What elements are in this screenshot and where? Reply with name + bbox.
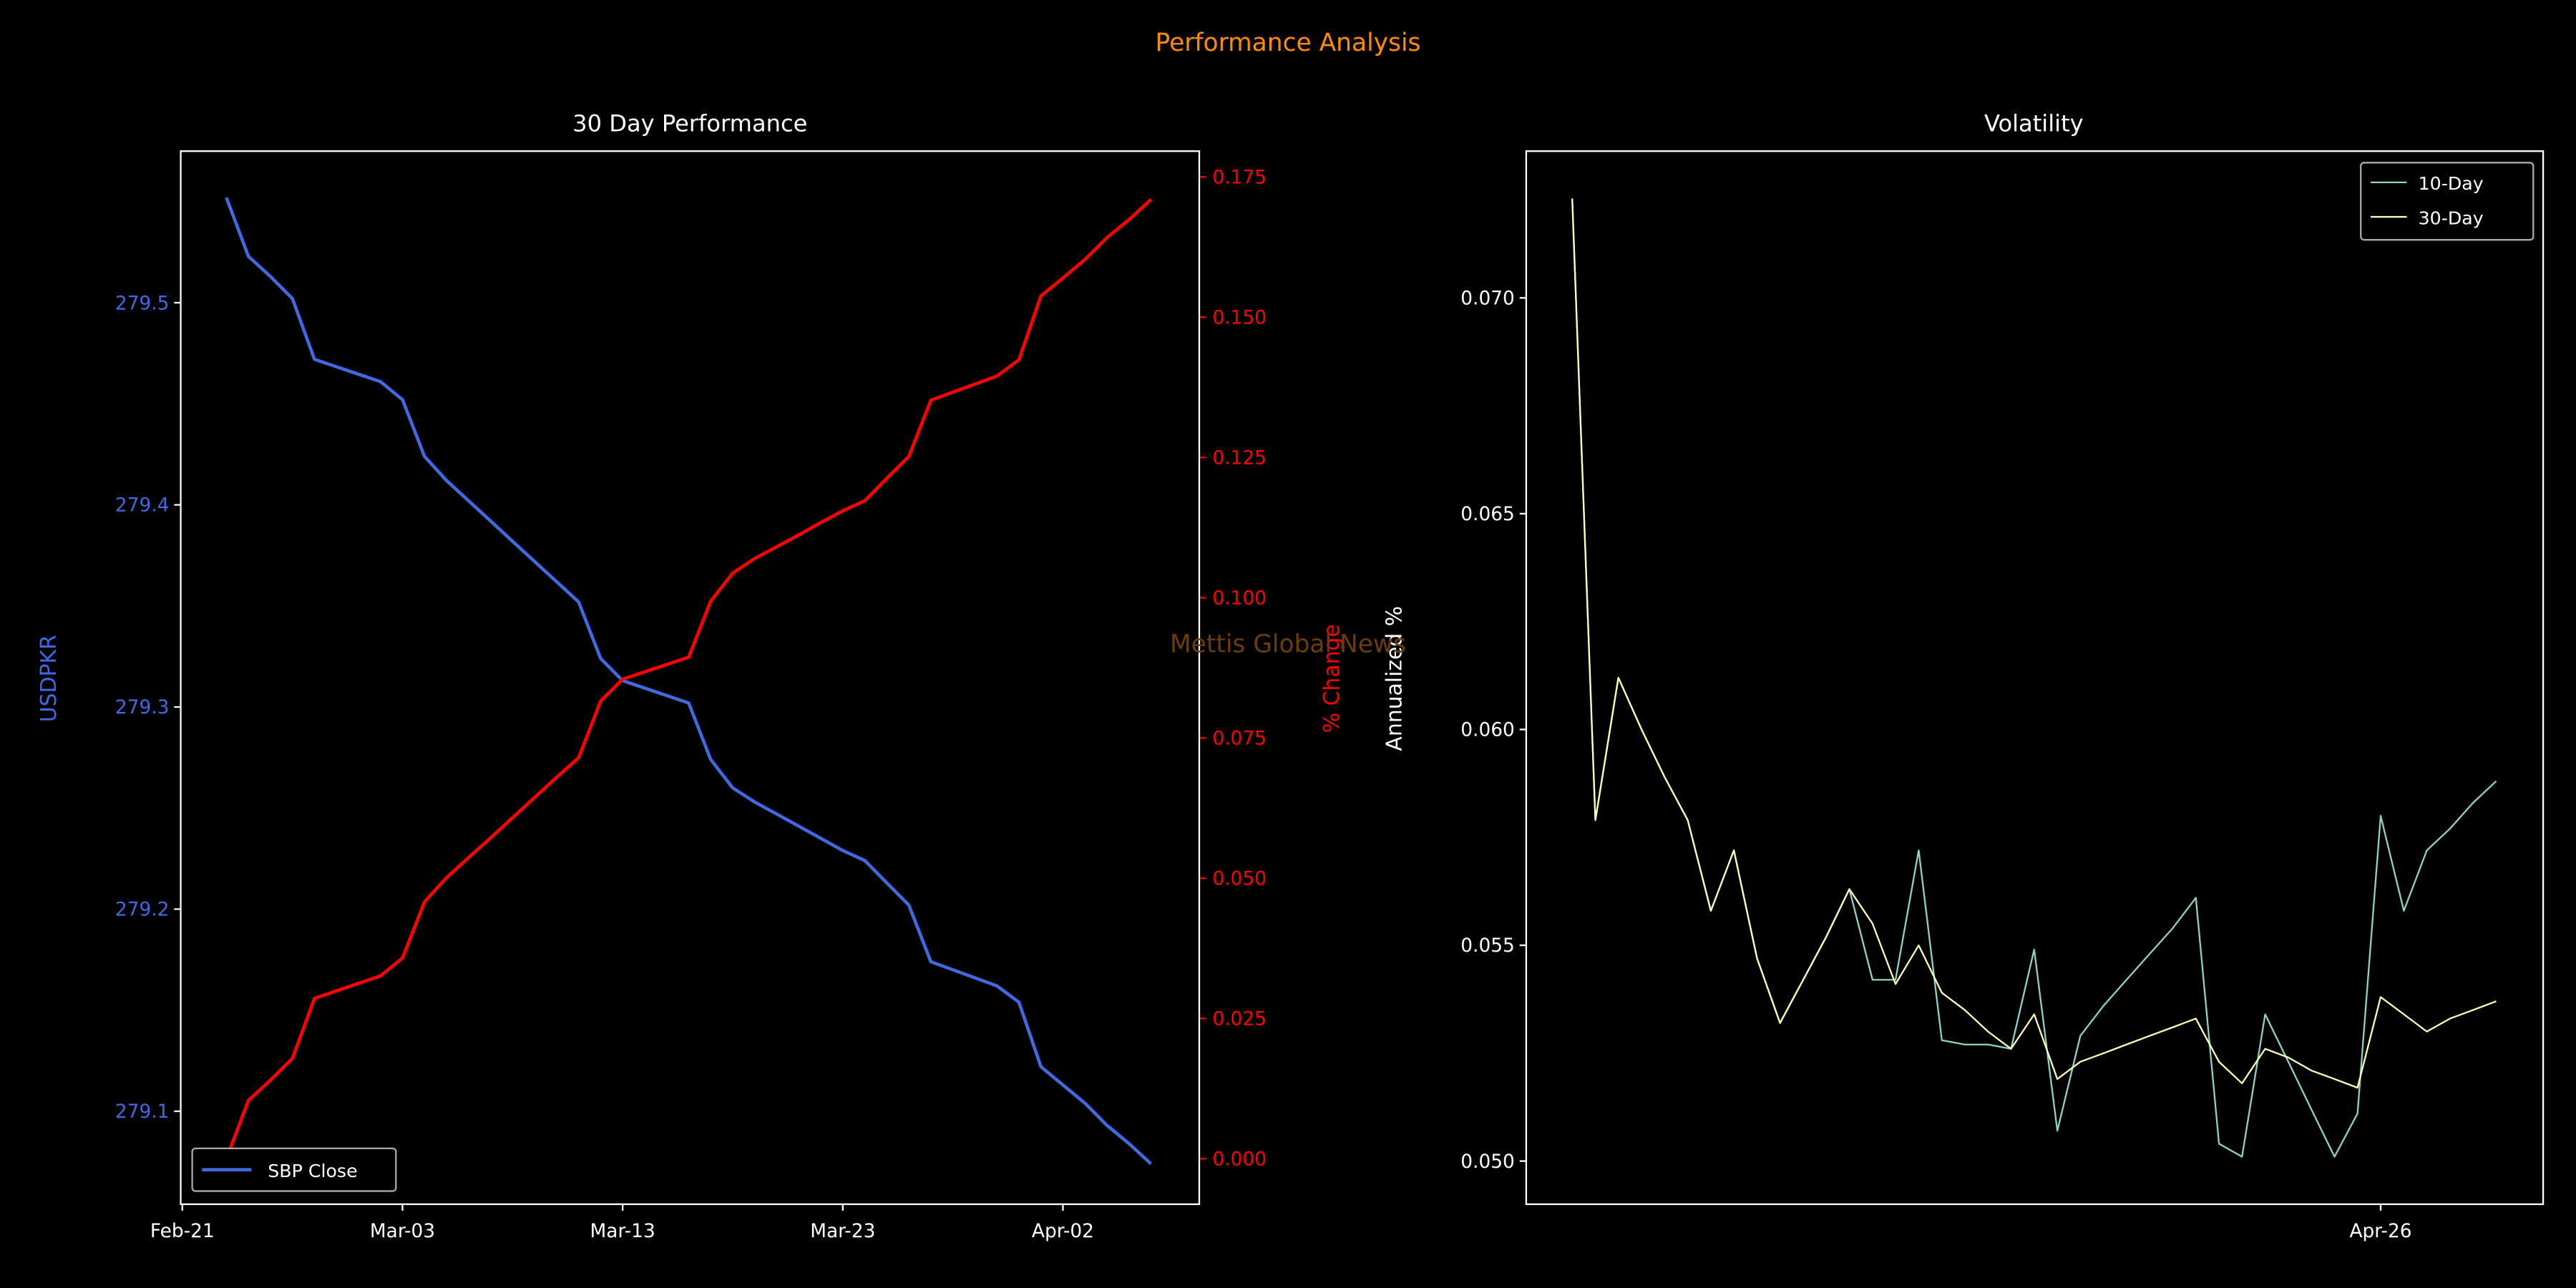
x-tick-label: Mar-13 bbox=[590, 1220, 655, 1242]
x-tick-label: Mar-03 bbox=[370, 1220, 435, 1242]
performance-chart-title: 30 Day Performance bbox=[572, 110, 807, 137]
legend-label-sbp-close: SBP Close bbox=[268, 1161, 357, 1181]
y-tick-label: 0.055 bbox=[1460, 935, 1515, 957]
suptitle: Performance Analysis bbox=[1156, 29, 1421, 57]
pct-change-axis-label: % Change bbox=[1319, 624, 1345, 733]
y-left-tick-label: 279.3 bbox=[115, 696, 170, 718]
volatility-axes-frame bbox=[1525, 150, 2545, 1206]
volatility-chart-title: Volatility bbox=[1984, 110, 2084, 137]
series-line-sbp-close bbox=[225, 197, 1153, 1166]
watermark: Mettis Global News bbox=[1170, 630, 1406, 658]
y-right-tick-label: 0.025 bbox=[1212, 1008, 1267, 1030]
legend-volatility: 10-Day 30-Day bbox=[2360, 162, 2534, 241]
x-tick-label: Apr-02 bbox=[1032, 1220, 1094, 1242]
annualized-axis-label: Annualized % bbox=[1382, 606, 1407, 751]
y-left-tick-label: 279.1 bbox=[115, 1101, 170, 1123]
y-left-tick-label: 279.2 bbox=[115, 899, 170, 921]
y-tick-label: 0.070 bbox=[1460, 287, 1515, 309]
usdpkr-axis-label: USDPKR bbox=[36, 635, 62, 722]
y-right-tick-label: 0.100 bbox=[1212, 587, 1267, 610]
legend-label-10-day: 10-Day bbox=[2419, 173, 2484, 194]
x-tick-label: Feb-21 bbox=[150, 1220, 215, 1242]
y-right-tick-label: 0.050 bbox=[1212, 868, 1267, 890]
legend-box bbox=[191, 1147, 397, 1192]
y-left-tick-label: 279.4 bbox=[115, 494, 170, 517]
y-tick-label: 0.050 bbox=[1460, 1151, 1515, 1173]
x-tick-label: Mar-23 bbox=[810, 1220, 875, 1242]
y-right-tick-label: 0.000 bbox=[1212, 1148, 1267, 1171]
y-right-tick-label: 0.175 bbox=[1212, 166, 1267, 188]
y-right-tick-label: 0.150 bbox=[1212, 306, 1267, 328]
y-right-tick-label: 0.075 bbox=[1212, 728, 1267, 750]
legend-label-30-day: 30-Day bbox=[2419, 208, 2484, 228]
y-tick-label: 0.060 bbox=[1460, 719, 1515, 741]
series-line-30-day bbox=[1571, 198, 2497, 1089]
volatility-chart: Volatility Apr-26 0.050 0.055 0.060 0.065 0.0… bbox=[1382, 110, 2545, 1242]
performance-axes-frame bbox=[180, 150, 1201, 1206]
x-tick-label: Apr-26 bbox=[2349, 1220, 2411, 1242]
y-left-tick-label: 279.5 bbox=[115, 292, 170, 314]
performance-chart: 30 Day Performance Feb-21 Mar-03 Mar-13 Mar… bbox=[36, 110, 1345, 1242]
legend-sbp-close: SBP Close bbox=[191, 1147, 397, 1192]
y-right-tick-label: 0.125 bbox=[1212, 447, 1267, 469]
series-line-pct-change bbox=[225, 198, 1153, 1160]
y-tick-label: 0.065 bbox=[1460, 503, 1515, 525]
